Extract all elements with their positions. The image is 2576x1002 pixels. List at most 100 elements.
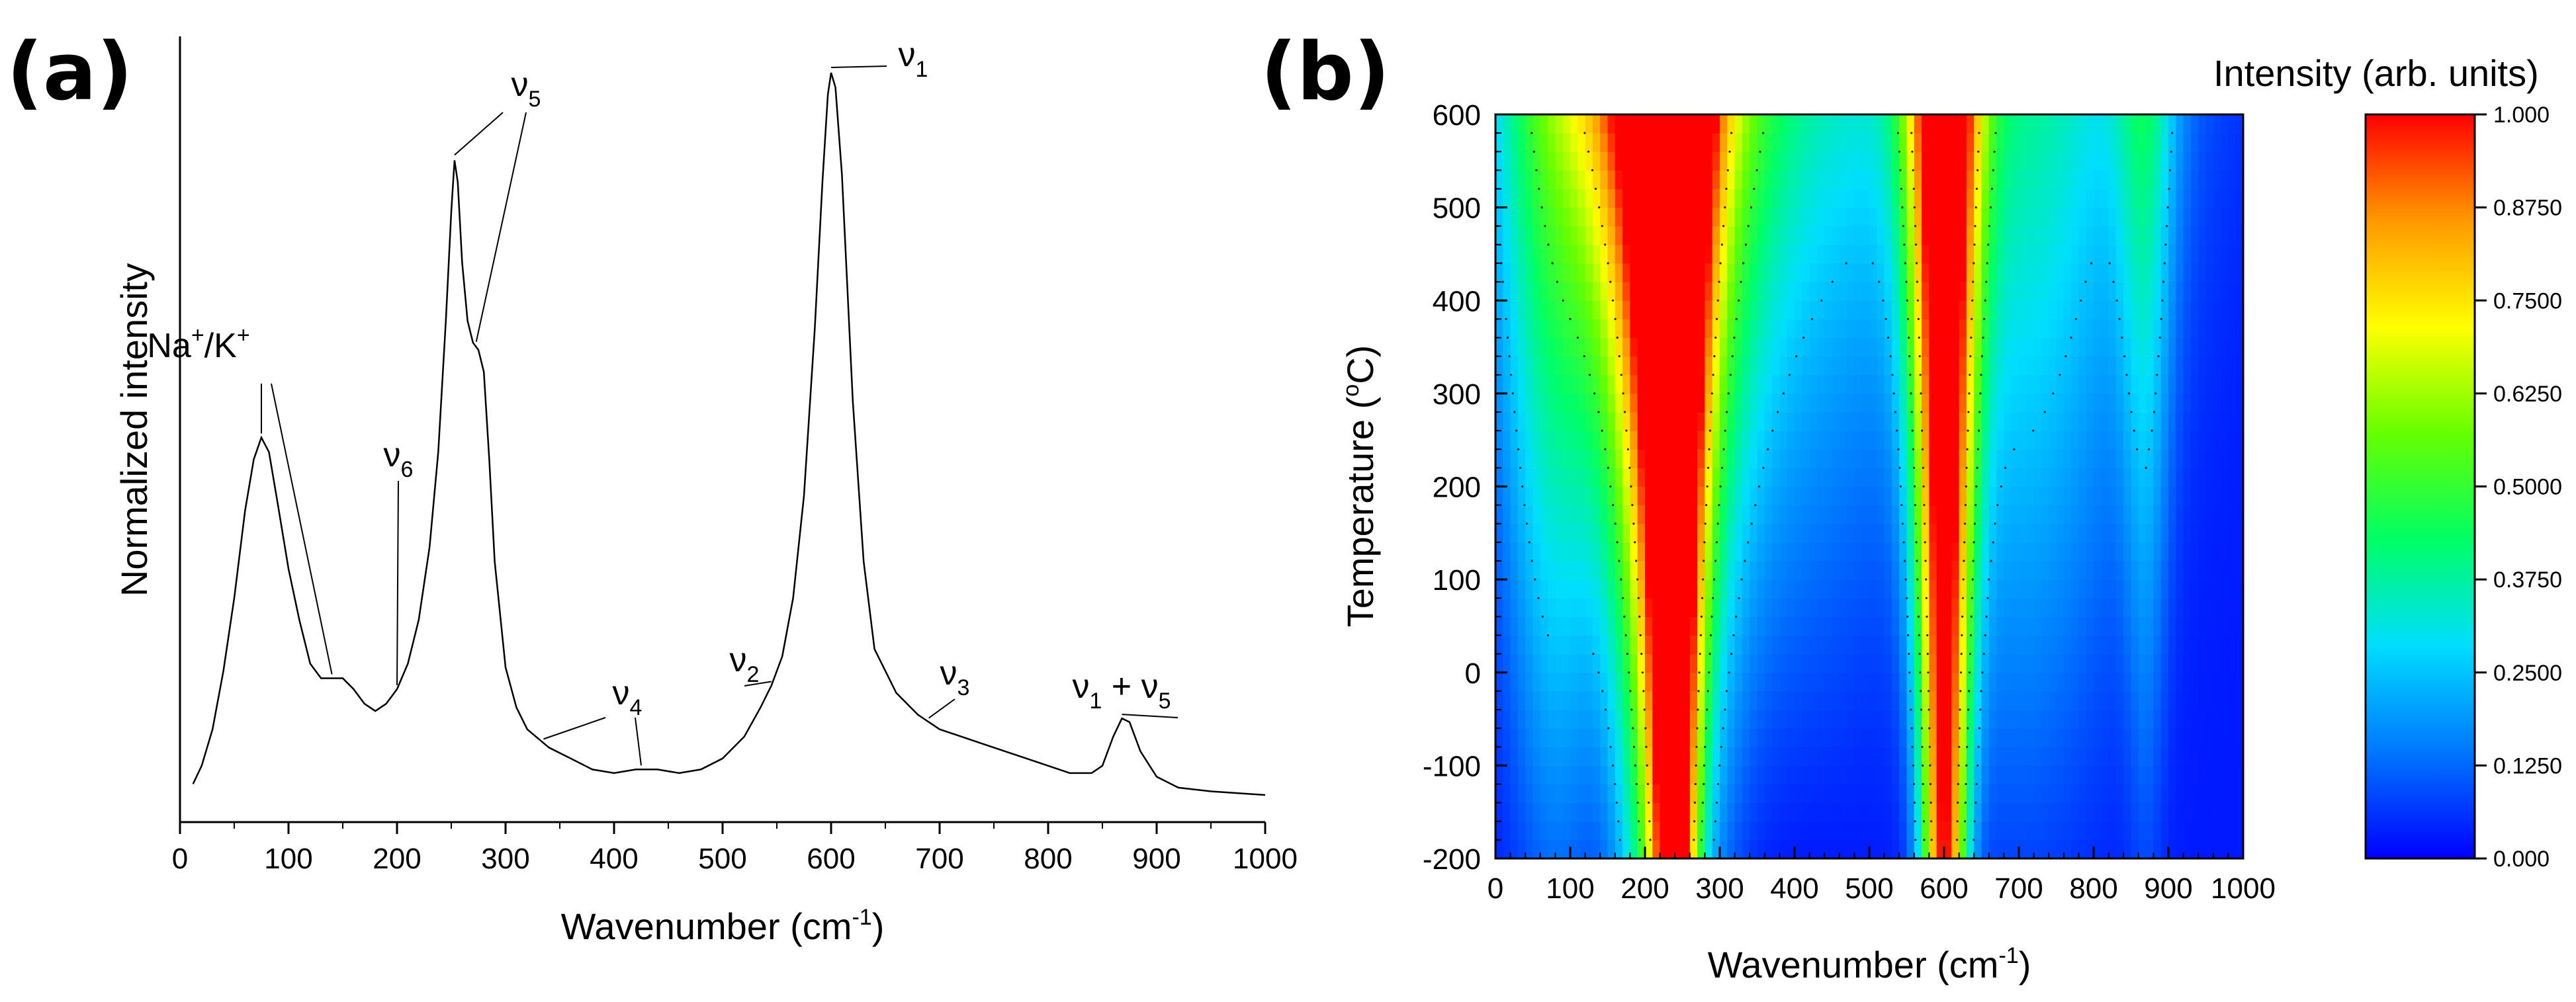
heatmap-cell	[1861, 170, 1870, 190]
heatmap-cell	[1675, 188, 1683, 208]
heatmap-cell	[2146, 300, 2154, 319]
heatmap-cell	[1944, 114, 1952, 134]
contour-point	[1965, 485, 1967, 488]
heatmap-cell	[1951, 542, 1960, 562]
heatmap-cell	[1802, 672, 1810, 692]
heatmap-cell	[1607, 356, 1616, 376]
heatmap-cell	[1600, 393, 1609, 413]
heatmap-cell	[1861, 151, 1870, 171]
heatmap-cell	[2108, 300, 2117, 319]
heatmap-cell	[1517, 263, 1526, 282]
heatmap-cell	[2153, 579, 2162, 599]
heatmap-cell	[1689, 579, 1698, 599]
heatmap-cell	[1795, 505, 1802, 524]
heatmap-cell	[1742, 784, 1750, 804]
heatmap-cell	[1922, 672, 1930, 692]
heatmap-cell	[2026, 784, 2035, 804]
heatmap-cell	[2235, 542, 2243, 562]
heatmap-cell	[1510, 747, 1519, 766]
heatmap-cell	[1495, 505, 1503, 524]
contour-point	[1982, 653, 1985, 655]
heatmap-cell	[1929, 263, 1937, 282]
heatmap-cell	[1600, 802, 1609, 822]
heatmap-cell	[2026, 598, 2035, 617]
heatmap-cell	[1884, 579, 1892, 599]
heatmap-cell	[2004, 523, 2012, 543]
heatmap-cell	[2094, 505, 2102, 524]
heatmap-cell	[2205, 319, 2214, 339]
heatmap-cell	[1577, 710, 1586, 729]
heatmap-cell	[1832, 839, 1840, 858]
heatmap-cell	[1652, 690, 1661, 710]
heatmap-cell	[1720, 282, 1728, 301]
heatmap-cell	[2198, 282, 2207, 301]
heatmap-cell	[1809, 300, 1818, 319]
heatmap-cell	[2123, 710, 2132, 729]
heatmap-cell	[2160, 728, 2169, 747]
heatmap-cell	[1577, 170, 1586, 190]
heatmap-cell	[1951, 356, 1960, 376]
heatmap-cell	[1899, 412, 1908, 431]
heatmap-cell	[1622, 356, 1630, 376]
heatmap-cell	[2131, 412, 2139, 431]
heatmap-cell	[1847, 653, 1855, 673]
heatmap-cell	[2168, 821, 2176, 841]
heatmap-cell	[1742, 226, 1750, 245]
heatmap-cell	[1689, 672, 1698, 692]
contour-point	[1738, 299, 1740, 302]
heatmap-cell	[1974, 431, 1982, 450]
heatmap-cell	[1592, 356, 1601, 376]
heatmap-cell	[1944, 226, 1952, 245]
heatmap-cell	[1607, 133, 1616, 152]
contour-point	[2168, 169, 2172, 171]
heatmap-cell	[1906, 523, 1915, 543]
contour-point	[1972, 280, 1975, 283]
heatmap-cell	[2153, 690, 2162, 710]
heatmap-cell	[1944, 505, 1952, 524]
heatmap-cell	[1996, 449, 2004, 468]
heatmap-cell	[1637, 821, 1646, 841]
heatmap-cell	[1734, 821, 1743, 841]
heatmap-cell	[2094, 244, 2102, 264]
heatmap-cell	[1712, 802, 1720, 822]
heatmap-cell	[1772, 133, 1780, 152]
heatmap-cell	[1877, 821, 1885, 841]
heatmap-cell	[1854, 523, 1863, 543]
heatmap-cell	[1929, 542, 1937, 562]
heatmap-cell	[2004, 337, 2012, 357]
heatmap-cell	[1570, 635, 1578, 655]
peak-label: ν3	[940, 654, 970, 700]
heatmap-cell	[2101, 151, 2110, 171]
heatmap-cell	[2190, 784, 2199, 804]
heatmap-cell	[2205, 431, 2214, 450]
heatmap-cell	[1555, 653, 1564, 673]
heatmap-cell	[1570, 653, 1578, 673]
heatmap-cell	[1503, 412, 1511, 431]
heatmap-cell	[1750, 151, 1758, 171]
heatmap-cell	[2228, 188, 2237, 208]
heatmap-cell	[1988, 579, 1997, 599]
heatmap-cell	[1988, 356, 1997, 376]
heatmap-cell	[1832, 598, 1840, 617]
heatmap-cell	[1816, 282, 1825, 301]
heatmap-cell	[1757, 784, 1765, 804]
heatmap-cell	[2146, 579, 2154, 599]
heatmap-cell	[1742, 393, 1750, 413]
heatmap-cell	[1839, 263, 1847, 282]
colorbar-tick-label: 0.3750	[2493, 567, 2562, 593]
heatmap-cell	[1734, 151, 1743, 171]
heatmap-cell	[2190, 690, 2199, 710]
contour-point	[1607, 262, 1609, 265]
heatmap-cell	[2131, 653, 2139, 673]
heatmap-cell	[1906, 356, 1915, 376]
contour-point	[1609, 485, 1612, 488]
heatmap-cell	[1517, 672, 1526, 692]
heatmap-cell	[1652, 337, 1661, 357]
heatmap-cell	[2205, 710, 2214, 729]
heatmap-cell	[2190, 728, 2199, 747]
heatmap-cell	[1809, 337, 1818, 357]
heatmap-cell	[2011, 114, 2020, 134]
heatmap-cell	[1981, 207, 1990, 227]
heatmap-cell	[1570, 263, 1578, 282]
heatmap-cell	[1742, 412, 1750, 431]
